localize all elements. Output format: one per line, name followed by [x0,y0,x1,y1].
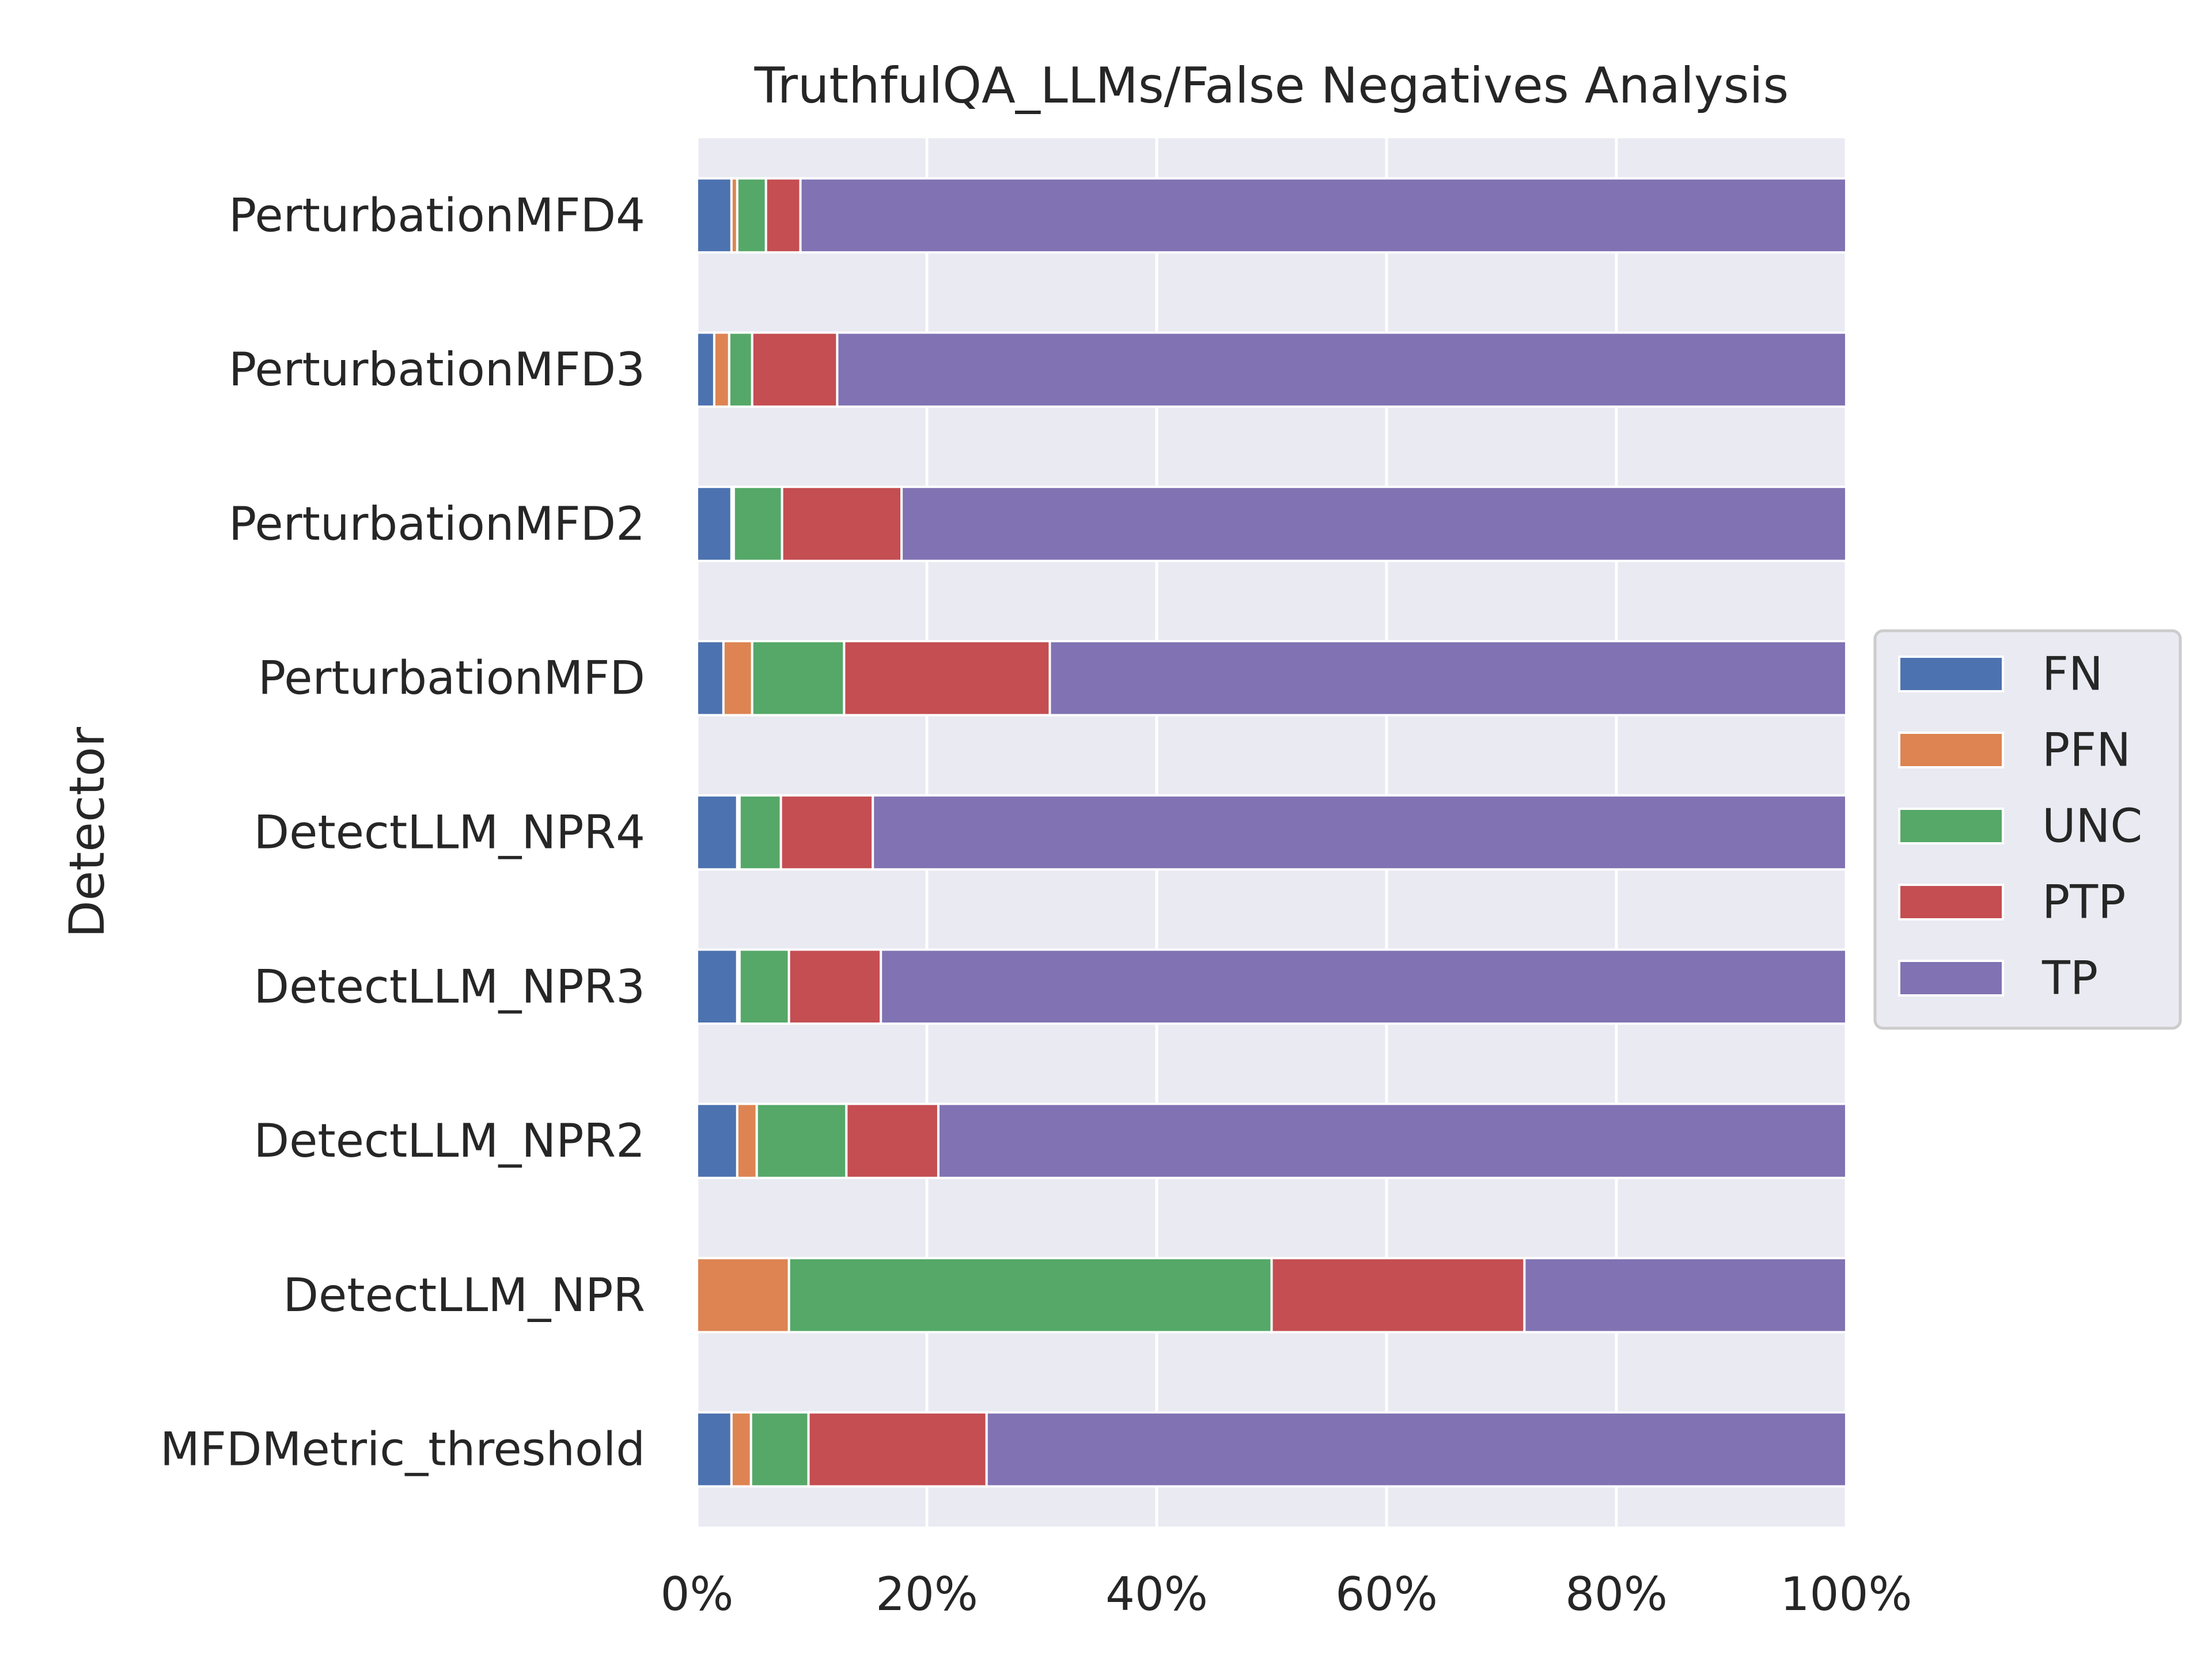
legend-swatch-tp [1898,960,2004,997]
bar-segment-fn [696,794,738,871]
bar-segment-fn [696,1411,733,1488]
x-tick-labels: 0% 20% 40% 60% 80% 100% [661,1567,1912,1621]
bar-segment-unc [738,948,790,1025]
bar-segment-tp [937,1103,1847,1179]
legend: FN PFN UNC PTP TP [1873,629,2182,1030]
bar-segment-pfn [713,331,730,408]
y-tick-label: PerturbationMFD4 [229,188,645,242]
x-tick-label: 80% [1565,1567,1668,1621]
bar-segment-unc [738,794,782,871]
bar-segment-pfn [696,1257,790,1334]
bar-segment-ptp [787,948,882,1025]
bar-segment-ptp [1270,1257,1526,1334]
y-tick-label: PerturbationMFD [258,652,645,705]
x-tick-label: 100% [1781,1567,1912,1621]
bar-segment-ptp [845,1103,940,1179]
y-tick-label: DetectLLM_NPR [283,1268,645,1322]
legend-swatch-unc [1898,808,2004,844]
bar-segment-unc [749,1411,810,1488]
y-tick-label: DetectLLM_NPR4 [254,806,646,859]
y-tick-label: DetectLLM_NPR2 [254,1114,646,1168]
bar-segment-unc [736,177,767,254]
bar-segment-unc [732,486,783,562]
bar-segment-ptp [779,794,874,871]
bar-segment-unc [755,1103,848,1179]
bar-segment-unc [751,639,846,717]
bar-segment-pfn [722,639,753,717]
y-tick-labels: PerturbationMFD4 PerturbationMFD3 Perturba… [160,188,645,1476]
bar-segment-fn [696,639,725,717]
bar-segment-fn [696,948,738,1025]
bar-segment-pfn [736,1103,758,1179]
bar-segment-tp [872,794,1847,871]
legend-label: TP [2041,952,2098,1005]
x-tick-label: 20% [876,1567,978,1621]
bar-segment-ptp [843,639,1051,717]
legend-swatch-fn [1898,656,2004,692]
legend-box [1873,629,2182,1030]
bar-segment-tp [880,948,1847,1025]
bar-segment-tp [1048,639,1847,717]
x-tick-label: 40% [1105,1567,1208,1621]
y-axis-label: Detector [59,727,115,938]
y-tick-label: PerturbationMFD2 [229,497,645,551]
bar-segment-pfn [730,1411,752,1488]
bar-segment-ptp [764,177,802,254]
y-tick-label: MFDMetric_threshold [160,1423,645,1476]
y-tick-label: DetectLLM_NPR3 [254,960,646,1013]
legend-label: UNC [2042,800,2142,853]
chart-title: TruthfulQA_LLMs/False Negatives Analysis [754,57,1789,115]
legend-label: PTP [2042,876,2126,929]
bar-segment-tp [799,177,1847,254]
bar-segment-tp [1523,1257,1847,1334]
bar-segment-ptp [781,486,903,562]
bar-segment-fn [696,177,733,254]
bar-segment-tp [836,331,1847,408]
bar-segment-fn [696,1103,738,1179]
y-tick-label: PerturbationMFD3 [229,343,645,396]
legend-swatch-pfn [1898,732,2004,768]
legend-swatch-ptp [1898,884,2004,921]
x-tick-label: 60% [1335,1567,1438,1621]
bar-segment-fn [696,486,733,562]
bar-segment-fn [696,331,715,408]
legend-label: FN [2042,647,2103,701]
bar-segment-unc [787,1257,1273,1334]
bar-segment-unc [728,331,753,408]
bars [696,177,1847,1488]
x-tick-label: 0% [661,1567,734,1621]
bar-segment-ptp [807,1411,988,1488]
bar-segment-tp [985,1411,1847,1488]
legend-label: PFN [2042,724,2131,777]
bar-segment-tp [900,486,1847,562]
bar-segment-ptp [751,331,839,408]
